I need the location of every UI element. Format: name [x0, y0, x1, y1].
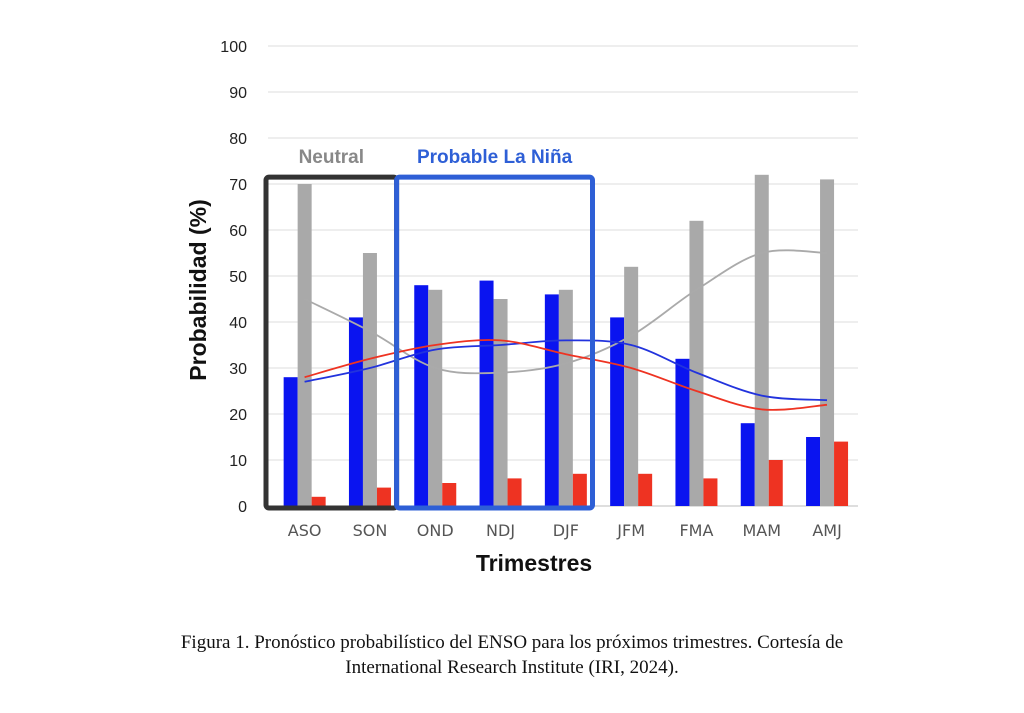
- bar-aso-3: [311, 496, 326, 506]
- bar-son-2: [362, 253, 377, 506]
- bar-jfm-3: [638, 473, 653, 506]
- bar-mam-3: [768, 460, 783, 506]
- x-tick-labels: ASO SON OND NDJ DJF JFM FMA MAM AMJ: [288, 521, 842, 540]
- bar-aso-2: [297, 184, 312, 506]
- bar-fma-3: [703, 478, 718, 506]
- x-tick-label: DJF: [553, 521, 579, 540]
- bar-djf-2: [558, 289, 573, 506]
- x-tick-label: MAM: [742, 521, 781, 540]
- bar-fma-2: [689, 220, 704, 507]
- bar-son-1: [348, 317, 363, 506]
- bar-ndj-1: [479, 280, 494, 506]
- annotation-label-2: Probable La Niña: [417, 147, 573, 168]
- bar-jfm-2: [624, 266, 639, 506]
- trend-lines: [304, 249, 828, 411]
- x-tick-label: OND: [417, 521, 454, 540]
- y-tick-label: 0: [238, 499, 247, 516]
- enso-probability-chart: 0 10 20 30 40 50 60 70 80 90 100 Neutral Probable L…: [185, 39, 858, 576]
- y-tick-label: 70: [229, 177, 247, 194]
- x-tick-label: SON: [353, 521, 388, 540]
- trend-line-1: [304, 249, 828, 375]
- bar-amj-1: [806, 437, 821, 506]
- period-frames: Neutral Probable La Niña: [263, 147, 595, 511]
- bars: [283, 174, 849, 507]
- bar-amj-3: [834, 441, 849, 506]
- bar-mam-2: [754, 174, 769, 507]
- x-tick-label: FMA: [679, 521, 713, 540]
- caption-line-1: Figura 1. Pronóstico probabilístico del …: [180, 632, 844, 653]
- x-axis-title: Trimestres: [476, 550, 592, 576]
- trend-line-3: [304, 339, 828, 411]
- y-tick-label: 50: [229, 269, 247, 286]
- y-tick-labels: 0 10 20 30 40 50 60 70 80 90 100: [220, 39, 247, 516]
- x-tick-label: JFM: [616, 521, 645, 540]
- bar-aso-1: [283, 377, 298, 506]
- annotation-frame-2: [394, 174, 595, 511]
- bar-mam-1: [740, 423, 755, 506]
- bar-djf-1: [544, 294, 559, 506]
- bar-ond-2: [428, 289, 443, 506]
- y-tick-label: 20: [229, 407, 247, 424]
- bar-fma-1: [675, 358, 690, 506]
- bar-amj-2: [820, 179, 835, 506]
- y-tick-label: 40: [229, 315, 247, 332]
- bar-ond-1: [414, 285, 429, 506]
- bar-djf-3: [572, 473, 587, 506]
- y-axis-title: Probabilidad (%): [185, 199, 211, 380]
- y-tick-label: 10: [229, 453, 247, 470]
- x-tick-label: NDJ: [486, 521, 515, 540]
- bar-ndj-2: [493, 299, 508, 506]
- y-tick-label: 90: [229, 85, 247, 102]
- figure-caption: Figura 1. Pronóstico probabilístico del …: [62, 630, 962, 680]
- annotation-label-1: Neutral: [299, 147, 364, 168]
- bar-ndj-3: [507, 478, 522, 506]
- y-tick-label: 60: [229, 223, 247, 240]
- bar-ond-3: [442, 483, 457, 506]
- trend-line-2: [304, 339, 828, 402]
- caption-line-2: International Research Institute (IRI, 2…: [345, 657, 679, 678]
- bar-son-3: [376, 487, 391, 506]
- x-tick-label: ASO: [288, 521, 322, 540]
- y-tick-label: 30: [229, 361, 247, 378]
- x-tick-label: AMJ: [812, 521, 841, 540]
- y-tick-label: 100: [220, 39, 247, 56]
- y-tick-label: 80: [229, 131, 247, 148]
